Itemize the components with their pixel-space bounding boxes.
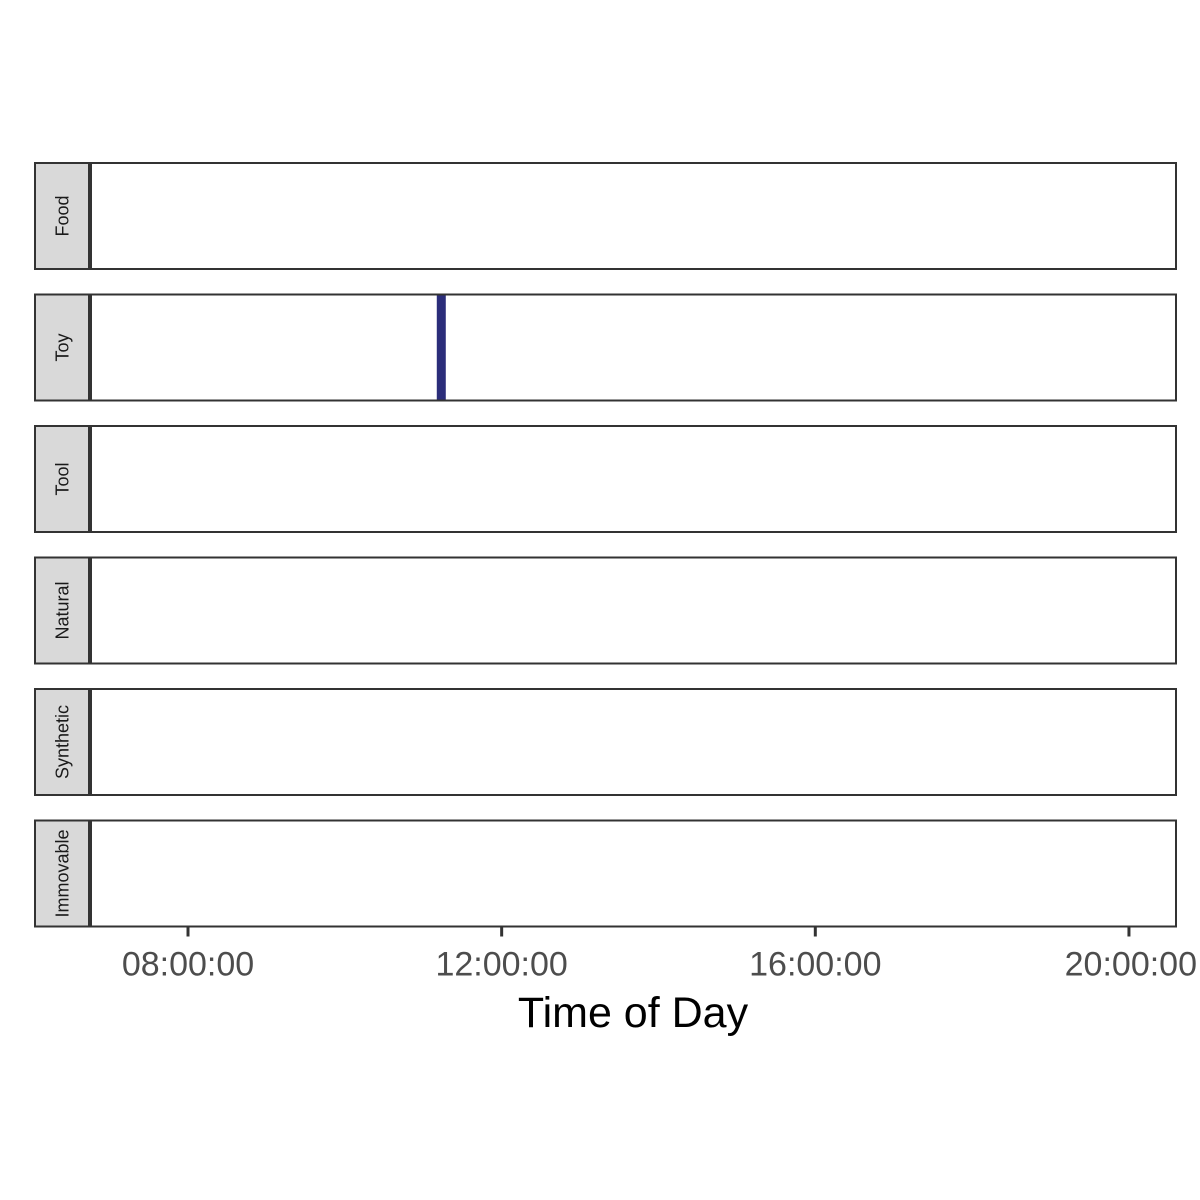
facet-tool: Tool [34,425,1177,533]
facet-strip-food [34,162,91,270]
x-axis: 08:00:00 12:00:00 16:00:00 20:00:00 [122,926,1197,984]
facet-panel-synthetic [89,688,1177,796]
facet-label-toy: Toy [53,333,73,361]
facet-panel-toy [89,293,1177,402]
facet-strip-natural [34,556,91,665]
x-tick-label: 20:00:00 [1065,946,1197,984]
facet-panel-food [89,162,1177,270]
x-tick-label: 12:00:00 [435,946,567,984]
facet-strip-toy [34,293,91,402]
facet-immovable: Immovable [34,819,1177,928]
facet-food: Food [34,162,1177,270]
facet-label-food: Food [53,195,73,236]
facet-label-natural: Natural [53,581,73,639]
x-tick-label: 16:00:00 [749,946,881,984]
x-axis-title: Time of Day [518,989,749,1037]
facet-label-tool: Tool [53,462,73,495]
facet-panel-tool [89,425,1177,533]
facet-panels: Food Toy Tool Natural Synthetic Immovable [34,162,1177,928]
facet-toy: Toy [34,293,1177,402]
facet-natural: Natural [34,556,1177,665]
facet-synthetic: Synthetic [34,688,1177,796]
facet-panel-natural [89,556,1177,665]
facet-panel-immovable [89,819,1177,928]
facet-label-immovable: Immovable [53,829,73,917]
facet-strip-tool [34,425,91,533]
x-tick-label: 08:00:00 [122,946,254,984]
facet-label-synthetic: Synthetic [53,705,73,779]
